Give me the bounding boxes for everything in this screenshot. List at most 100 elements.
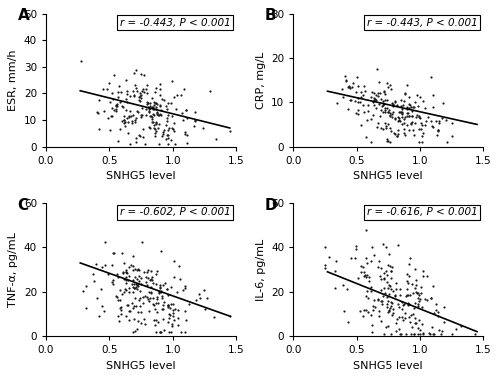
Point xyxy=(149,106,157,112)
Point xyxy=(158,96,166,102)
Point xyxy=(410,99,418,105)
Point xyxy=(164,127,172,133)
Point xyxy=(113,103,121,109)
Point xyxy=(150,122,158,128)
Point xyxy=(192,297,200,303)
Point xyxy=(374,120,382,126)
Point xyxy=(164,100,172,106)
Point xyxy=(126,309,134,315)
Point xyxy=(166,315,173,321)
Point xyxy=(394,114,402,120)
Point xyxy=(100,108,108,114)
Point xyxy=(120,260,128,266)
Point xyxy=(123,91,131,97)
Point xyxy=(145,124,153,130)
Point xyxy=(321,244,329,250)
Point xyxy=(136,132,143,138)
Point xyxy=(407,121,415,127)
Point xyxy=(133,282,141,288)
Point xyxy=(397,103,405,109)
Point xyxy=(374,296,382,302)
Point xyxy=(426,329,434,335)
Point xyxy=(163,118,171,124)
Point xyxy=(135,97,143,103)
Point xyxy=(150,317,158,323)
Point xyxy=(113,271,121,277)
Point xyxy=(150,125,158,131)
Point xyxy=(164,141,172,147)
X-axis label: SNHG5 level: SNHG5 level xyxy=(354,361,423,371)
Point xyxy=(438,328,446,334)
Point xyxy=(129,263,137,269)
Point xyxy=(155,288,163,294)
Point xyxy=(150,99,158,105)
Point xyxy=(388,86,396,92)
Point xyxy=(142,111,150,117)
Point xyxy=(414,303,422,309)
Point xyxy=(132,135,140,141)
Point xyxy=(386,125,394,131)
Point xyxy=(144,266,152,273)
Point xyxy=(394,326,402,332)
Point xyxy=(391,99,399,105)
Point xyxy=(396,109,404,115)
Point xyxy=(410,331,418,337)
Point xyxy=(151,89,159,96)
Point xyxy=(134,283,142,289)
Point xyxy=(156,329,164,335)
Point xyxy=(428,324,436,330)
Point xyxy=(354,107,362,113)
Point xyxy=(136,281,144,287)
Point xyxy=(176,92,184,98)
Point xyxy=(158,305,166,312)
Point xyxy=(138,88,146,94)
Point xyxy=(146,294,154,301)
Point xyxy=(396,331,404,337)
Point xyxy=(384,108,392,114)
Point xyxy=(199,125,207,131)
Point xyxy=(404,302,412,308)
Point xyxy=(132,281,140,287)
Point xyxy=(417,120,425,126)
Point xyxy=(382,268,390,274)
Point xyxy=(116,287,124,293)
Point xyxy=(96,313,104,319)
Point xyxy=(385,307,393,313)
Point xyxy=(148,104,156,110)
Point xyxy=(388,102,396,108)
Point xyxy=(382,107,390,113)
Point xyxy=(364,278,372,284)
Point xyxy=(397,331,405,337)
Point xyxy=(442,117,450,123)
Point xyxy=(434,127,442,133)
Point xyxy=(409,290,417,296)
Point xyxy=(386,305,394,311)
Point xyxy=(89,271,97,277)
Point xyxy=(350,255,358,262)
Point xyxy=(148,277,156,283)
Point xyxy=(159,131,167,137)
Point xyxy=(364,309,372,315)
Point xyxy=(402,285,410,291)
Point xyxy=(109,251,117,257)
Point xyxy=(126,93,134,99)
Point xyxy=(181,282,189,288)
Point xyxy=(122,287,130,293)
Point xyxy=(160,129,168,135)
Point xyxy=(342,77,350,83)
Point xyxy=(384,285,392,291)
Point xyxy=(118,104,126,110)
Point xyxy=(181,329,189,335)
Point xyxy=(126,108,134,114)
Point xyxy=(367,258,375,265)
Point xyxy=(142,141,150,147)
Point xyxy=(403,292,411,298)
Point xyxy=(136,288,144,294)
Point xyxy=(418,133,426,139)
Point xyxy=(138,126,146,132)
Point xyxy=(382,105,390,111)
Point xyxy=(410,127,418,133)
Point xyxy=(347,255,355,261)
Point xyxy=(151,100,159,106)
Point xyxy=(158,133,166,139)
